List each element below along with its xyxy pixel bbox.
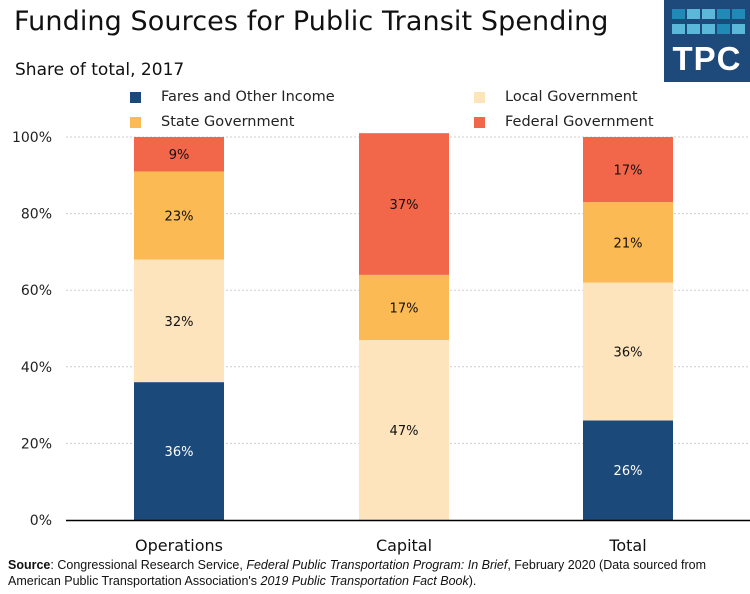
source-text-1: : Congressional Research Service, <box>50 558 247 572</box>
legend-item: State Government <box>130 114 294 130</box>
source-text-2: , February 2020 (Data sourced from Ameri… <box>8 558 707 588</box>
y-tick-label: 0% <box>30 513 52 529</box>
bar-segment <box>134 171 224 260</box>
source-title-1: Federal Public Transportation Program: I… <box>246 558 508 572</box>
logo-square <box>687 9 700 19</box>
logo-square <box>672 9 685 19</box>
logo-square <box>687 24 700 34</box>
chart-title: Funding Sources for Public Transit Spend… <box>14 6 609 37</box>
bar-segment <box>359 133 449 275</box>
bar-segment <box>359 274 449 340</box>
data-label: 17% <box>614 164 643 179</box>
logo-square <box>732 9 745 19</box>
source-title-2: 2019 Public Transportation Fact Book <box>260 574 469 588</box>
legend-swatch <box>474 91 485 103</box>
bar-segment <box>583 202 673 283</box>
y-tick-label: 80% <box>21 207 52 223</box>
legend-item: Fares and Other Income <box>130 89 335 105</box>
legend-swatch <box>130 116 141 128</box>
y-tick-label: 20% <box>21 436 52 452</box>
bar-segment <box>583 137 673 203</box>
legend-label: State Government <box>161 114 295 130</box>
source-label: Source <box>8 558 51 572</box>
x-tick-label: Capital <box>376 536 432 555</box>
data-label: 36% <box>165 445 194 460</box>
y-tick-label: 60% <box>21 283 52 299</box>
data-label: 21% <box>614 236 643 251</box>
chart-plot: 0% 20% 40% 60% 80% 100% 36% 32% 23% 9% Operations 4… <box>12 130 750 555</box>
logo-square <box>702 9 715 19</box>
bar-segment <box>134 382 224 520</box>
source-note: Source: Congressional Research Service, … <box>8 557 738 589</box>
data-label: 36% <box>614 345 643 360</box>
logo-square <box>717 24 730 34</box>
data-label: 32% <box>165 315 194 330</box>
legend-label: Local Government <box>505 89 638 105</box>
legend-swatch <box>130 91 141 103</box>
y-tick-label: 40% <box>21 360 52 376</box>
bar-segment <box>583 420 673 520</box>
data-label: 17% <box>390 301 419 316</box>
tpc-logo: TPC <box>664 0 750 82</box>
data-label: 26% <box>614 464 643 479</box>
logo-square <box>732 24 745 34</box>
logo-text: TPC <box>672 40 742 77</box>
bar-segment <box>583 282 673 421</box>
bar-segment <box>359 339 449 520</box>
legend-label: Fares and Other Income <box>161 89 335 105</box>
source-text-3: ). <box>468 574 477 588</box>
chart-subtitle: Share of total, 2017 <box>15 60 185 80</box>
bar-segment <box>134 259 224 383</box>
logo-square <box>702 24 715 34</box>
logo-square <box>672 24 685 34</box>
logo-square <box>717 9 730 19</box>
data-label: 47% <box>390 424 419 439</box>
legend-label: Federal Government <box>505 114 654 130</box>
x-tick-label: Operations <box>135 536 223 555</box>
data-label: 37% <box>390 198 419 213</box>
legend-item: Local Government <box>474 89 638 105</box>
legend-swatch <box>474 116 485 128</box>
y-tick-label: 100% <box>12 130 52 146</box>
x-tick-label: Total <box>608 536 646 555</box>
data-label: 9% <box>169 148 190 163</box>
bar-segment <box>134 137 224 172</box>
legend-item: Federal Government <box>474 114 654 130</box>
data-label: 23% <box>165 210 194 225</box>
